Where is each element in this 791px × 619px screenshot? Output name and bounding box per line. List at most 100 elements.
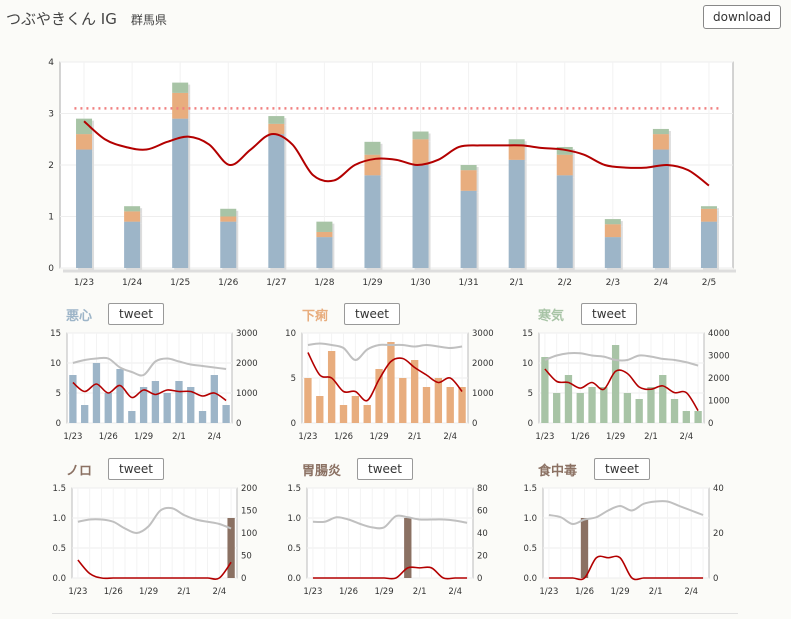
nausea-bar [69,375,77,423]
main-bar [172,92,189,119]
main-bar [316,231,333,238]
gastro-x-tick: 2/4 [448,587,462,597]
main-x-tick: 1/30 [410,278,430,288]
nausea-y2-tick: 3000 [236,329,258,339]
gastro-avg-line [312,514,468,530]
food-poisoning-y2-tick: 40 [713,484,724,494]
diarrhea-bar [399,378,407,423]
nausea-y-tick: 10 [50,359,61,369]
main-y-tick: 2 [48,161,54,171]
nausea-y-tick: 15 [50,329,61,339]
nausea-y-tick: 5 [56,389,61,399]
chills-x-tick: 1/23 [535,432,554,442]
diarrhea-y-tick: 0 [291,419,296,429]
gastro-trend-line [312,566,468,580]
main-x-tick: 1/23 [74,278,94,288]
diarrhea-y2-tick: 2000 [472,359,494,369]
main-x-tick: 2/2 [558,278,572,288]
main-bar [220,216,237,222]
noro-y2-tick: 50 [241,552,252,562]
noro-x-tick: 2/1 [177,587,191,597]
chills-y2-tick: 2000 [708,374,730,384]
main-x-tick: 1/24 [122,278,142,288]
nausea-x-tick: 2/4 [207,432,221,442]
chills-bar [670,399,679,423]
main-x-tick: 1/27 [266,278,286,288]
chills-bar [553,393,561,423]
nausea-bar [92,363,101,423]
nausea-tweet-button[interactable]: tweet [108,303,164,325]
main-bar [700,208,717,222]
main-x-tick: 2/4 [654,278,669,288]
nausea-bar [175,381,183,423]
main-x-tick: 1/28 [314,278,334,288]
main-bar [268,116,285,124]
noro-x-tick: 1/26 [104,587,123,597]
gastro-x-tick: 1/26 [339,587,358,597]
chills-y2-tick: 3000 [708,352,730,362]
gastro-y2-tick: 40 [477,529,488,539]
diarrhea-bar [316,396,324,423]
main-bar [508,139,525,145]
region-label: 群馬県 [130,13,167,27]
app-title: つぶやきくん IG [6,10,117,28]
nausea-x-tick: 2/1 [172,432,186,442]
main-trend-line [83,120,710,187]
nausea-bar [81,405,89,423]
diarrhea-bar [458,387,466,423]
download-button[interactable]: download [703,5,781,29]
nausea-bar [198,411,207,423]
noro-trend-line [77,559,232,580]
chills-bar [647,387,655,423]
noro-y-tick: 0.0 [52,574,66,584]
main-bar [652,128,669,135]
main-bar [412,131,429,140]
nausea-bar [187,387,195,423]
noro-label: ノロ [66,464,93,479]
diarrhea-trend-line [307,352,463,402]
main-y-tick: 4 [48,58,54,68]
nausea-y2-tick: 0 [236,419,241,429]
chills-tweet-button[interactable]: tweet [581,303,637,325]
diarrhea-bar [375,369,383,423]
diarrhea-bar [410,360,419,423]
main-chart: 0 1 2 3 4 1/23 1/24 1/25 1/26 1/27 1/28 1/29 1/30 1/3… [48,58,736,288]
noro-tweet-button[interactable]: tweet [108,458,164,480]
diarrhea-bar [304,378,312,423]
main-bar [556,175,573,268]
diarrhea-y-tick: 5 [291,374,296,384]
main-bar [316,237,333,268]
diarrhea-x-tick: 1/29 [370,432,389,442]
diarrhea-tweet-button[interactable]: tweet [344,303,400,325]
food-poisoning-x-tick: 1/23 [539,587,558,597]
food-poisoning-plot-area [542,487,710,579]
diarrhea-x-tick: 1/23 [298,432,317,442]
noro-y2-tick: 150 [241,507,257,517]
main-bar [460,190,477,268]
chills-trend-line [544,368,699,412]
chills-x-tick: 1/29 [606,432,625,442]
chills-bar [623,393,632,423]
main-bar [220,208,237,217]
nausea-y2-tick: 2000 [236,359,258,369]
food-poisoning-y-tick: 1.0 [523,514,537,524]
gastro-x-tick: 2/1 [413,587,427,597]
noro-avg-line [77,506,232,535]
chills-bar [564,375,573,423]
main-bar [556,154,573,176]
main-bar [508,159,525,268]
gastro-plot-area [306,487,474,579]
main-y-tick: 1 [48,213,54,223]
gastro-y2-tick: 60 [477,507,488,517]
chills-bar [635,399,643,423]
main-bar [364,141,381,155]
main-bar [268,134,285,268]
noro-y-tick: 1.5 [52,484,66,494]
main-bar [364,175,381,268]
food-poisoning-tweet-button[interactable]: tweet [594,458,650,480]
main-bar [700,206,717,209]
food-poisoning-x-tick: 1/29 [611,587,630,597]
gastro-tweet-button[interactable]: tweet [357,458,413,480]
main-bar [604,219,621,225]
noro-bar [227,518,235,578]
